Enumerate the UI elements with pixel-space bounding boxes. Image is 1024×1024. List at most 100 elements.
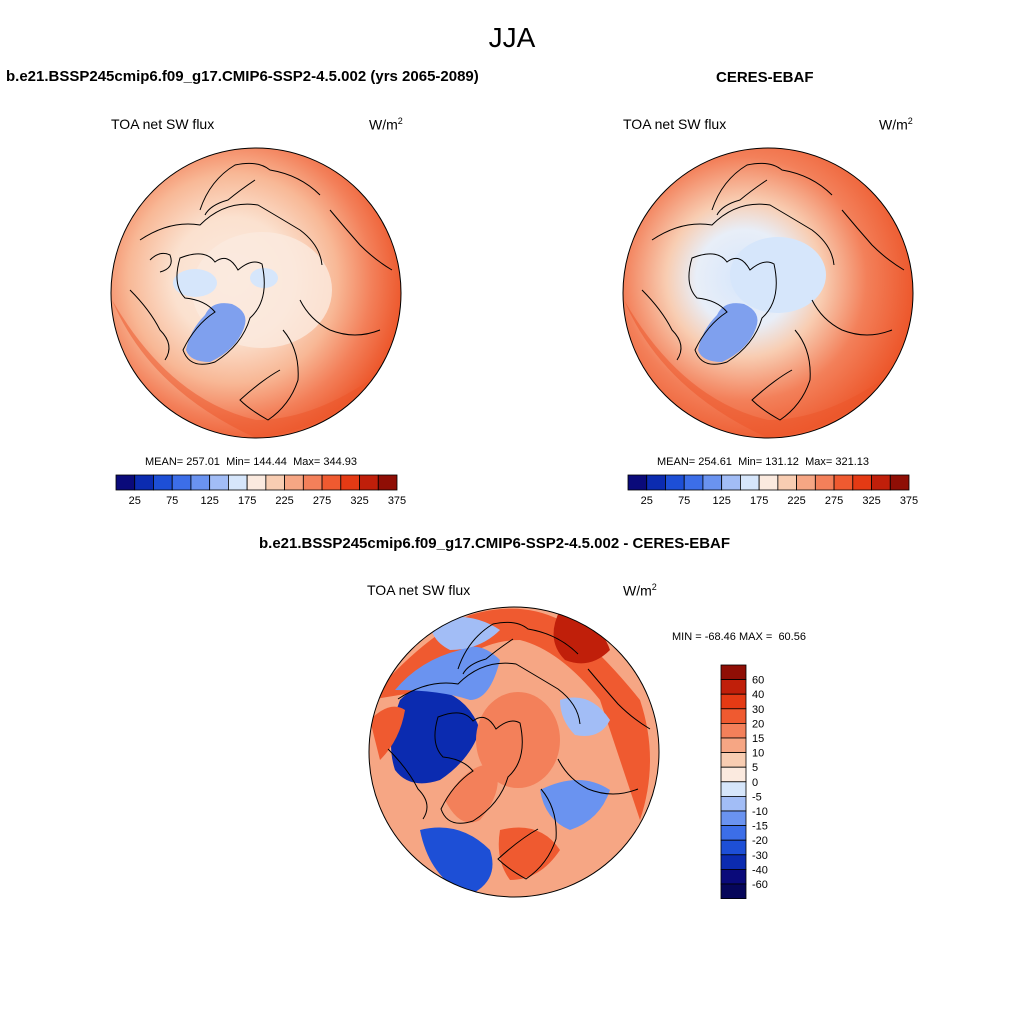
panel2-colorbar-swatch xyxy=(721,474,741,491)
panel2-title: CERES-EBAF xyxy=(716,69,814,86)
panel1-colorbar-tick-label: 275 xyxy=(313,495,331,507)
panel3-colorbar-tick-label: 5 xyxy=(752,762,758,774)
panel3-colorbar-tick-label: -60 xyxy=(752,879,768,891)
panel3-colorbar-tick-label: -20 xyxy=(752,835,768,847)
panel3-colorbar-swatch xyxy=(720,839,747,856)
panel3-stats: MIN = -68.46 MAX = 60.56 xyxy=(672,631,806,643)
panel3-colorbar-swatch xyxy=(720,708,747,724)
panel2-map xyxy=(622,147,914,439)
panel2-colorbar-tick-label: 75 xyxy=(678,495,690,507)
panel2-stats: MEAN= 254.61 Min= 131.12 Max= 321.13 xyxy=(657,456,869,468)
panel2-colorbar-swatch xyxy=(852,474,872,491)
panel3-colorbar-tick-label: -10 xyxy=(752,806,768,818)
panel3-colorbar-swatch xyxy=(720,854,747,870)
panel1-colorbar-swatch xyxy=(302,474,323,491)
panel1-colorbar: 25 75 125 175 225 275 325 375 xyxy=(115,474,406,507)
panel2-colorbar-swatch xyxy=(889,474,910,491)
panel1-colorbar-swatch xyxy=(171,474,192,491)
panel3-colorbar-tick-label: 0 xyxy=(752,777,758,789)
panel1-title: b.e21.BSSP245cmip6.f09_g17.CMIP6-SSP2-4.… xyxy=(6,68,479,85)
panel3-colorbar-swatch xyxy=(720,693,747,710)
panel1-stats: MEAN= 257.01 Min= 144.44 Max= 344.93 xyxy=(145,456,357,468)
panel1-colorbar-swatch xyxy=(359,474,379,491)
panel2-colorbar-swatch xyxy=(665,474,685,491)
panel3-colorbar-tick-label: 60 xyxy=(752,675,764,687)
panel1-greenland-shading xyxy=(186,303,246,362)
panel2-colorbar-swatch xyxy=(683,474,704,491)
panel2-variable-label: TOA net SW flux xyxy=(623,116,727,132)
panel1-colorbar-tick-label: 125 xyxy=(200,495,218,507)
panel3-colorbar-swatch xyxy=(720,679,747,695)
panel2-colorbar-swatch xyxy=(758,474,779,491)
panel2-colorbar-tick-label: 225 xyxy=(787,495,805,507)
panel3-colorbar-tick-label: 40 xyxy=(752,689,764,701)
panel3-colorbar-tick-label: -30 xyxy=(752,850,768,862)
panel1-coastlines xyxy=(129,162,393,421)
panel3-colorbar-swatch xyxy=(720,737,747,754)
panel2-colorbar-swatch xyxy=(702,474,723,491)
panel2-coastlines xyxy=(641,162,905,421)
panel3-colorbar-swatch xyxy=(720,766,747,783)
panel2-colorbar-tick-label: 25 xyxy=(641,495,653,507)
panel3-colorbar-tick-label: -40 xyxy=(752,864,768,876)
panel2-colorbar-tick-label: 175 xyxy=(750,495,768,507)
figure-title: JJA xyxy=(488,22,536,53)
panel3-map xyxy=(368,606,660,898)
panel1-colorbar-swatch xyxy=(321,474,342,491)
panel3-colorbar-swatch xyxy=(720,752,747,768)
panel3-colorbar-swatch xyxy=(720,664,747,681)
panel2-colorbar-tick-label: 275 xyxy=(825,495,843,507)
panel1-colorbar-swatch xyxy=(209,474,229,491)
panel1-colorbar-tick-label: 75 xyxy=(166,495,178,507)
panel1-variable-label: TOA net SW flux xyxy=(111,116,215,132)
panel2-colorbar-swatch xyxy=(796,474,816,491)
panel1-colorbar-tick-label: 325 xyxy=(350,495,368,507)
panel2-colorbar-tick-label: 375 xyxy=(900,495,918,507)
panel3-variable-label: TOA net SW flux xyxy=(367,582,471,598)
panel3-colorbar-swatch xyxy=(720,781,747,797)
panel1-colorbar-swatch xyxy=(153,474,173,491)
panel3-colorbar-tick-label: 20 xyxy=(752,718,764,730)
panel1-map xyxy=(110,147,402,439)
panel3-units-label: W/m2 xyxy=(623,582,657,599)
panel3-colorbar-swatch xyxy=(720,810,747,827)
panel2-units-label: W/m2 xyxy=(879,116,913,133)
panel2-greenland-shading xyxy=(698,303,758,362)
panel3-colorbar-swatch xyxy=(720,869,747,885)
panel3-colorbar-tick-label: 10 xyxy=(752,748,764,760)
panel2-colorbar-swatch xyxy=(871,474,891,491)
panel1-units-label: W/m2 xyxy=(369,116,403,133)
panel1-colorbar-tick-label: 175 xyxy=(238,495,256,507)
panel2-colorbar-tick-label: 325 xyxy=(862,495,880,507)
panel3-colorbar-tick-label: -5 xyxy=(752,791,762,803)
panel3-title: b.e21.BSSP245cmip6.f09_g17.CMIP6-SSP2-4.… xyxy=(259,535,731,552)
panel1-colorbar-swatch xyxy=(340,474,360,491)
panel3-colorbar-tick-label: -15 xyxy=(752,821,768,833)
panel2-colorbar: 25 75 125 175 225 275 325 375 xyxy=(627,474,918,507)
panel2-colorbar-swatch xyxy=(740,474,760,491)
panel1-colorbar-swatch xyxy=(190,474,211,491)
panel1-colorbar-swatch xyxy=(246,474,267,491)
panel2-colorbar-swatch xyxy=(646,474,666,491)
panel2-colorbar-swatch xyxy=(814,474,835,491)
panel1-colorbar-swatch xyxy=(115,474,136,491)
panel3-colorbar-swatch xyxy=(720,723,747,739)
panel2-colorbar-swatch xyxy=(627,474,648,491)
panel3-colorbar-swatch xyxy=(720,825,747,841)
panel1-colorbar-swatch xyxy=(377,474,398,491)
panel1-colorbar-swatch xyxy=(284,474,304,491)
panel3-colorbar-swatch xyxy=(720,883,747,900)
panel1-colorbar-tick-label: 25 xyxy=(129,495,141,507)
panel3-coastlines xyxy=(387,621,651,880)
panel3-colorbar-swatch xyxy=(720,796,747,812)
panel1-colorbar-tick-label: 375 xyxy=(388,495,406,507)
panel2-colorbar-swatch xyxy=(777,474,797,491)
panel2-colorbar-tick-label: 125 xyxy=(712,495,730,507)
panel1-colorbar-swatch xyxy=(134,474,154,491)
panel3-colorbar: 60 40 30 20 15 10 5 0 -5 -10 -15 -20 -30 -40 -60 xyxy=(720,664,768,900)
panel2-colorbar-swatch xyxy=(833,474,854,491)
panel1-colorbar-swatch xyxy=(265,474,286,491)
panel1-colorbar-tick-label: 225 xyxy=(275,495,293,507)
panel1-colorbar-swatch xyxy=(227,474,248,491)
